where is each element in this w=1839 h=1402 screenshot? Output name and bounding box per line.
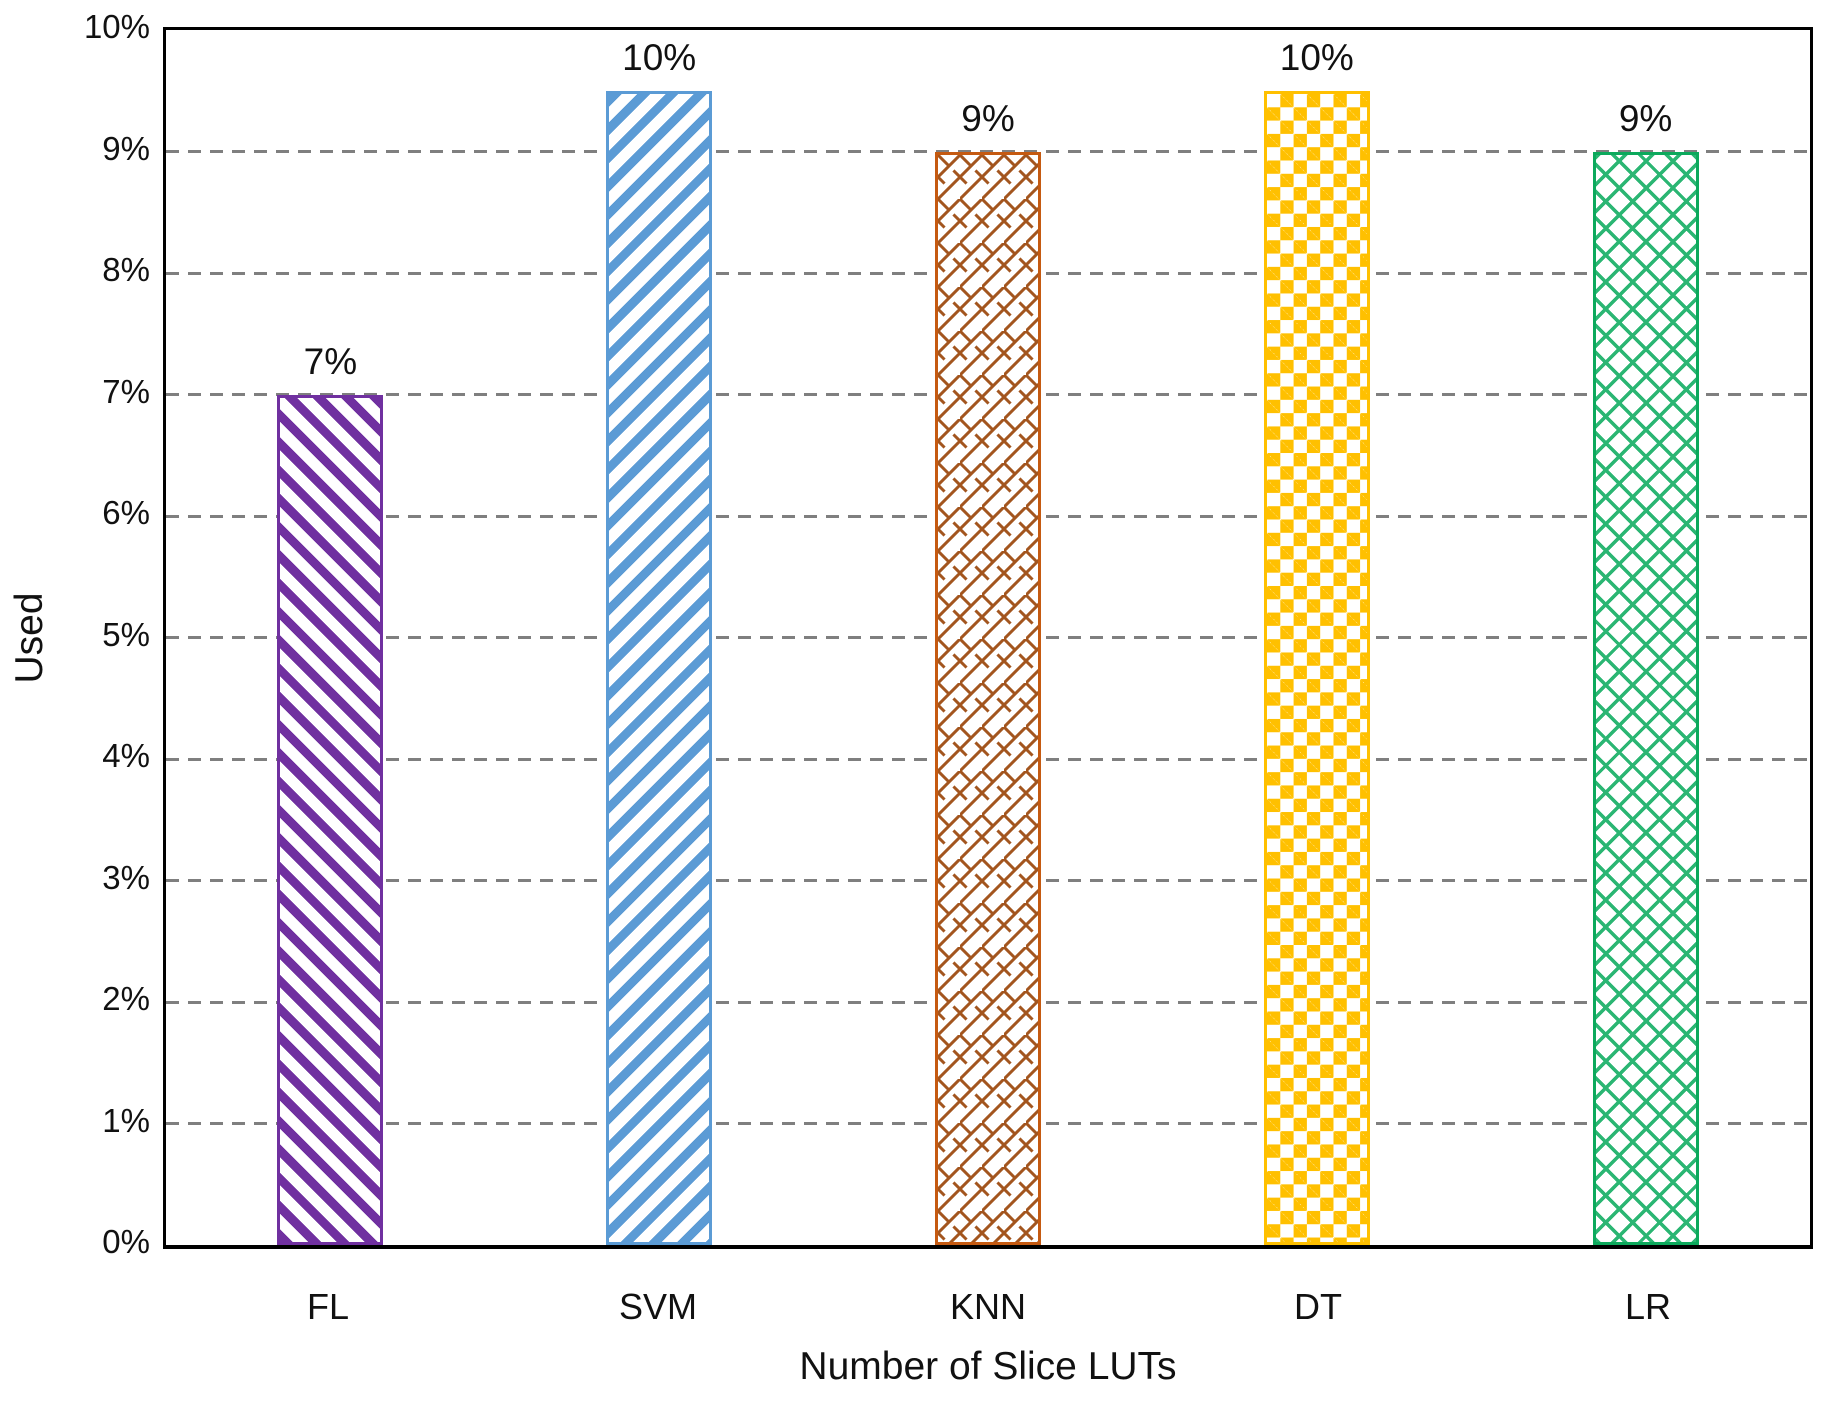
y-axis-tick-labels: 0% 1% 2% 3% 4% 5% 6% 7% 8% 9% 10% bbox=[0, 10, 150, 1259]
data-label-KNN: 9% bbox=[961, 97, 1015, 139]
x-category-label-SVM: SVM bbox=[618, 1286, 698, 1327]
y-tick-label-0%: 0% bbox=[102, 1223, 150, 1260]
bar-SVM bbox=[606, 90, 713, 1245]
y-tick-label-4%: 4% bbox=[102, 737, 150, 774]
y-tick-label-7%: 7% bbox=[102, 372, 150, 410]
data-label-LR: 9% bbox=[1618, 97, 1673, 139]
y-tick-label-1%: 1% bbox=[102, 1101, 150, 1139]
y-tick-label-2%: 2% bbox=[102, 980, 150, 1017]
x-category-label-LR: LR bbox=[1624, 1286, 1672, 1327]
x-axis-title: Number of Slice LUTs bbox=[799, 1345, 1177, 1388]
x-category-label-FL: FL bbox=[306, 1286, 350, 1327]
y-tick-label-6%: 6% bbox=[102, 494, 150, 531]
bar-DT bbox=[1263, 90, 1370, 1245]
diagonal-brick-pattern bbox=[938, 154, 1038, 1242]
data-label-DT: 10% bbox=[1279, 36, 1354, 78]
x-axis-category-labels: FL SVM KNN DT LR bbox=[163, 1286, 1813, 1332]
y-tick-label-3%: 3% bbox=[102, 858, 150, 896]
bar-KNN bbox=[935, 151, 1041, 1245]
y-tick-label-8%: 8% bbox=[102, 251, 150, 288]
data-label-FL: 7% bbox=[303, 340, 358, 382]
data-label-SVM: 10% bbox=[622, 36, 697, 78]
y-tick-label-10%: 10% bbox=[83, 8, 150, 45]
y-tick-label-5%: 5% bbox=[102, 615, 150, 653]
x-category-label-KNN: KNN bbox=[949, 1286, 1027, 1327]
x-category-label-DT: DT bbox=[1294, 1286, 1342, 1327]
bar-FL bbox=[277, 394, 384, 1245]
plot-area: 7% 10% 9% 10% 9% bbox=[163, 27, 1813, 1249]
bar-LR bbox=[1592, 151, 1699, 1245]
y-tick-label-9%: 9% bbox=[102, 129, 150, 167]
